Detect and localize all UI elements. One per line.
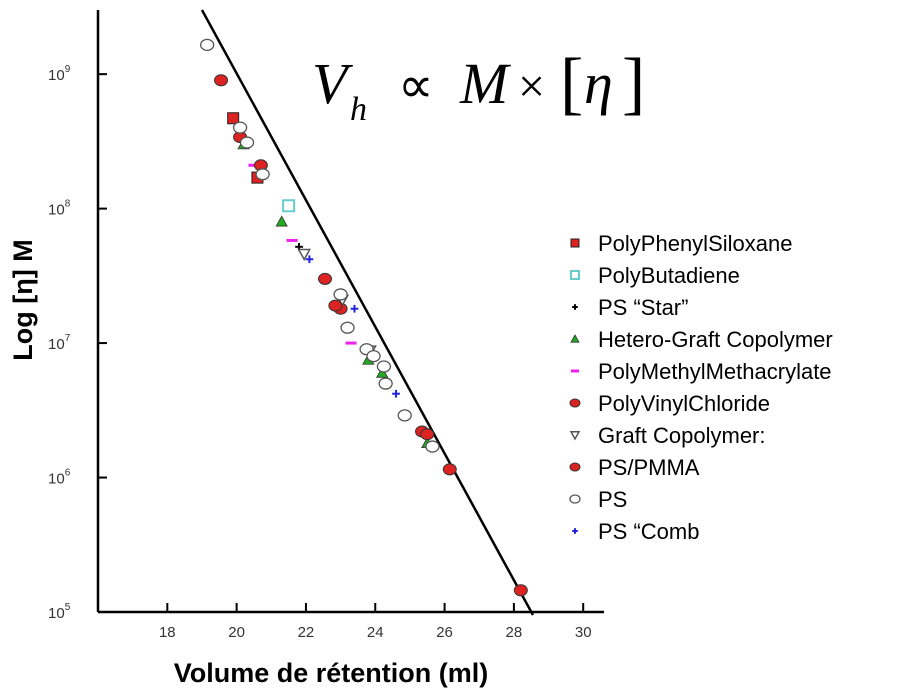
formula-m: M (459, 51, 511, 116)
data-point (328, 299, 343, 312)
data-point (442, 463, 457, 476)
formula-v: V (312, 51, 354, 116)
data-point (200, 38, 215, 52)
y-tick-label: 108 (48, 199, 71, 219)
data-point (305, 255, 314, 264)
data-point (282, 199, 296, 213)
legend-marker (570, 334, 580, 343)
formula-proportional-sign: ∝ (398, 57, 434, 113)
data-point (239, 136, 255, 149)
legend-label: Graft Copolymer: (598, 423, 766, 448)
data-point (232, 121, 248, 134)
y-tick-label: 105 (48, 602, 71, 622)
legend-marker (572, 528, 578, 534)
y-tick-labels: 105 106 107 108 109 (48, 64, 71, 622)
legend: PolyPhenylSiloxane PolyButadiene PS “Star”… (569, 231, 833, 544)
formula-right-bracket: ] (622, 45, 645, 122)
x-tick-label: 18 (159, 624, 176, 641)
formula-annotation: V h ∝ M × [ η ] (312, 45, 645, 128)
data-point (227, 112, 240, 125)
y-tick-label: 109 (48, 64, 71, 84)
legend-marker (572, 304, 578, 310)
legend-label: PolyButadiene (598, 263, 740, 288)
data-point (392, 389, 400, 398)
formula-left-bracket: [ (560, 45, 583, 122)
data-points (200, 38, 528, 597)
legend-marker (569, 462, 581, 472)
legend-marker (570, 238, 580, 248)
legend-marker (569, 431, 581, 441)
data-point (275, 215, 288, 227)
x-tick-label: 28 (506, 624, 523, 641)
legend-label: PolyMethylMethacrylate (598, 359, 832, 384)
data-point (286, 238, 298, 242)
legend-label: PS “Comb (598, 519, 699, 544)
legend-marker (570, 270, 580, 280)
legend-label: PS “Star” (598, 295, 688, 320)
legend-marker (571, 369, 579, 373)
formula-times: × (518, 60, 545, 113)
legend-marker (569, 494, 581, 504)
data-point (350, 304, 359, 313)
legend-marker (569, 398, 581, 408)
data-point (318, 272, 333, 285)
data-point (333, 288, 348, 301)
x-tick-label: 24 (367, 624, 384, 641)
data-point (378, 377, 393, 390)
data-point (425, 440, 440, 453)
legend-label: PS (598, 487, 627, 512)
x-tick-label: 22 (298, 624, 315, 641)
data-point (214, 74, 229, 87)
legend-label: PS/PMMA (598, 455, 700, 480)
data-point (297, 248, 311, 262)
legend-label: PolyVinylChloride (598, 391, 770, 416)
data-point (340, 321, 355, 334)
legend-label: Hetero-Graft Copolymer (598, 327, 833, 352)
data-point (255, 168, 270, 181)
y-tick-label: 107 (48, 333, 71, 353)
x-tick-labels: 18 20 22 24 26 28 30 (159, 624, 592, 641)
data-point (376, 360, 392, 373)
calibration-line (200, 9, 535, 616)
data-point (397, 409, 412, 422)
x-tick-label: 30 (575, 624, 592, 641)
legend-label: PolyPhenylSiloxane (598, 231, 792, 256)
data-point (366, 349, 381, 363)
x-tick-label: 20 (228, 624, 245, 641)
x-axis-title: Volume de rétention (ml) (174, 658, 489, 688)
data-point (345, 341, 357, 345)
data-point (513, 584, 528, 597)
formula-eta: η (584, 51, 613, 116)
formula-subscript-h: h (350, 91, 367, 128)
axes (96, 10, 604, 614)
data-point (420, 428, 435, 441)
y-tick-label: 106 (48, 468, 71, 488)
calibration-line-group (200, 9, 535, 616)
x-tick-label: 26 (436, 624, 453, 641)
y-axis-title: Log [η] M (8, 239, 38, 360)
